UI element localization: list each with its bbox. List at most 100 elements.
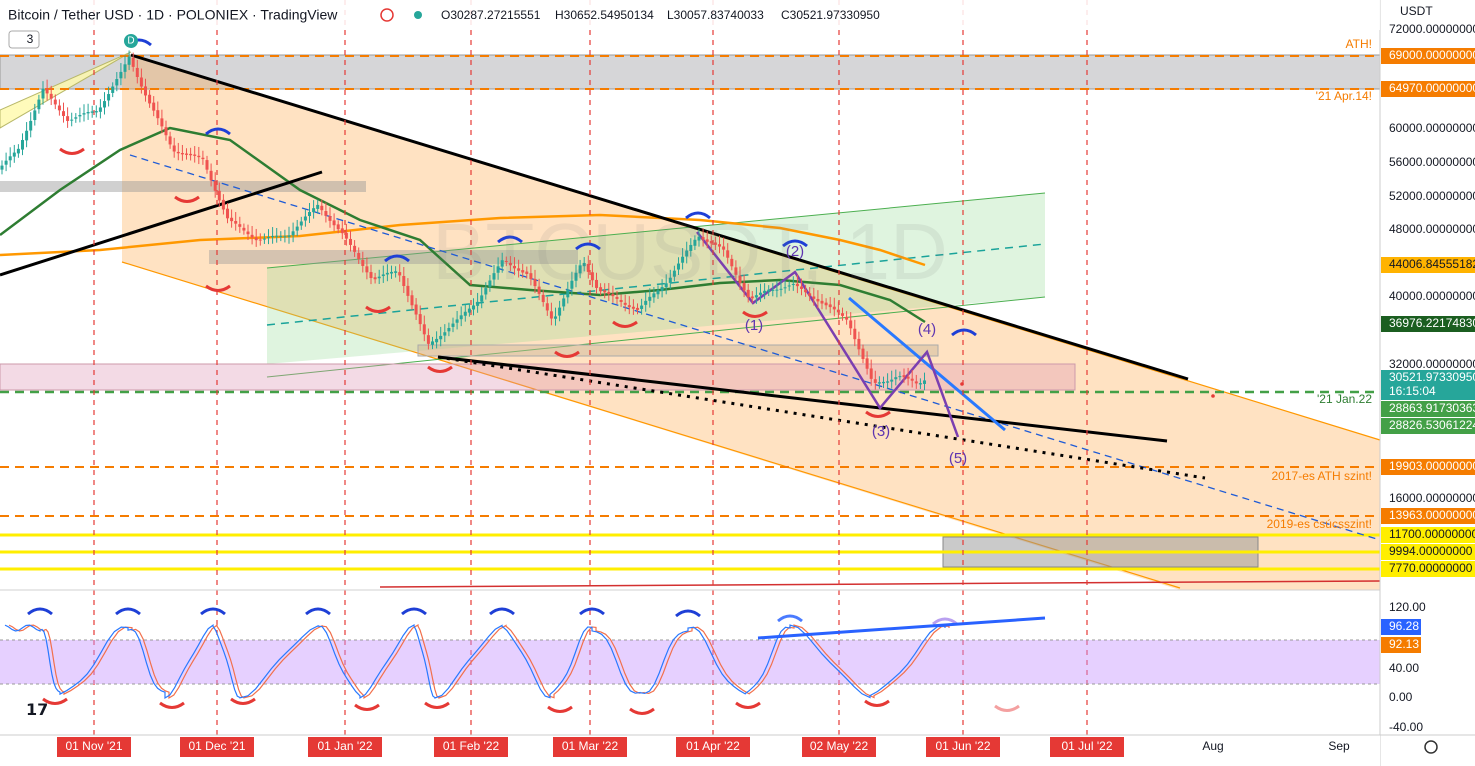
candle-body — [586, 263, 590, 272]
candle-body — [70, 119, 74, 121]
candle-body — [853, 328, 857, 340]
candle-body — [484, 288, 488, 295]
candle-body — [480, 295, 484, 302]
indicator-count: 3 — [27, 32, 34, 46]
candle-body — [127, 56, 131, 65]
candle-body — [476, 301, 480, 306]
candle-body — [545, 303, 549, 311]
candle-body — [291, 231, 295, 236]
wave-label: (1) — [745, 317, 763, 334]
candle-body — [504, 260, 508, 262]
price-badge-label: 19903.00000000 — [1389, 459, 1475, 473]
arc-mark — [115, 607, 141, 616]
candle-body — [381, 274, 385, 277]
date-label: 01 Feb '22 — [443, 739, 500, 753]
arc-mark — [685, 211, 711, 220]
candle-body — [357, 253, 361, 260]
arc-mark — [575, 242, 601, 251]
candle-body — [86, 112, 90, 114]
marker[interactable] — [124, 34, 138, 48]
candle-body — [90, 111, 94, 113]
indicator-toggle[interactable] — [8, 30, 40, 49]
ohlc-value: H30652.54950134 — [555, 8, 654, 22]
candle-body — [168, 136, 172, 145]
candle-body — [98, 107, 102, 112]
candle-body — [754, 295, 758, 298]
price-label: 48000.00000000 — [1389, 222, 1475, 236]
candle-body — [652, 293, 656, 298]
candle-body — [603, 290, 607, 293]
candle-body — [21, 139, 24, 150]
ohlc-value: C30521.97330950 — [781, 8, 880, 22]
price-badge — [1381, 48, 1475, 64]
candle-body — [841, 313, 844, 316]
candle-body — [135, 67, 139, 77]
candle-body — [402, 275, 406, 286]
date-badge — [180, 737, 254, 757]
candle-body — [508, 262, 512, 266]
candle-body — [37, 99, 41, 110]
candle-body — [582, 262, 586, 267]
candle-body — [406, 285, 410, 296]
arc-mark — [864, 699, 890, 707]
candle-body — [139, 77, 143, 87]
trend-line — [130, 53, 1189, 381]
candle-body — [836, 309, 840, 313]
candle-body — [849, 320, 853, 329]
candle-body — [8, 156, 12, 161]
arc-mark — [230, 697, 256, 705]
candle-body — [795, 283, 799, 287]
candle-body — [746, 289, 750, 298]
annotation: 2017-es ATH szint! — [1272, 469, 1373, 483]
orange-channel — [122, 55, 1380, 590]
candle-body — [492, 273, 496, 280]
candle-body — [566, 289, 570, 298]
candle-body — [906, 376, 910, 379]
candle-body — [521, 270, 525, 273]
candle-body — [205, 160, 209, 170]
price-badge — [1381, 544, 1475, 560]
candle-body — [94, 111, 98, 113]
candle-body — [373, 277, 377, 280]
candle-body — [869, 368, 873, 379]
candle-body — [615, 296, 619, 299]
candle-body — [316, 204, 320, 209]
wave-label: (4) — [918, 321, 936, 338]
candle-body — [627, 305, 631, 308]
candle-body — [349, 238, 352, 245]
logo: 𝟭𝟳 — [26, 702, 48, 719]
price-badge — [1381, 508, 1475, 524]
candle-body — [234, 220, 238, 224]
candle-body — [771, 289, 775, 291]
candle-body — [496, 266, 500, 273]
candle-body — [857, 338, 861, 350]
arc-mark — [675, 609, 701, 618]
candle-body — [418, 314, 422, 325]
wave-label: (3) — [872, 423, 890, 440]
candle-body — [644, 300, 648, 305]
candle-body — [324, 211, 328, 216]
osc-label: 120.00 — [1389, 600, 1426, 614]
osc-badge-label: 96.28 — [1389, 619, 1419, 633]
candle-body — [734, 267, 738, 275]
candle-body — [681, 256, 685, 263]
candle-body — [238, 224, 242, 227]
candle-body — [607, 291, 611, 294]
candle-body — [176, 151, 180, 154]
settings-icon[interactable] — [1424, 740, 1438, 754]
candle-body — [820, 300, 824, 304]
price-label: 40000.00000000 — [1389, 289, 1475, 303]
candle-body — [463, 311, 467, 316]
candle-body — [923, 380, 926, 384]
candle-body — [914, 381, 918, 384]
candle-body — [611, 294, 615, 297]
candle-body — [4, 160, 8, 165]
candle-body — [111, 86, 115, 93]
candle-body — [595, 279, 598, 288]
candle-body — [62, 111, 65, 116]
candle-body — [554, 316, 557, 319]
candle-body — [185, 153, 188, 155]
candle-body — [750, 296, 754, 299]
